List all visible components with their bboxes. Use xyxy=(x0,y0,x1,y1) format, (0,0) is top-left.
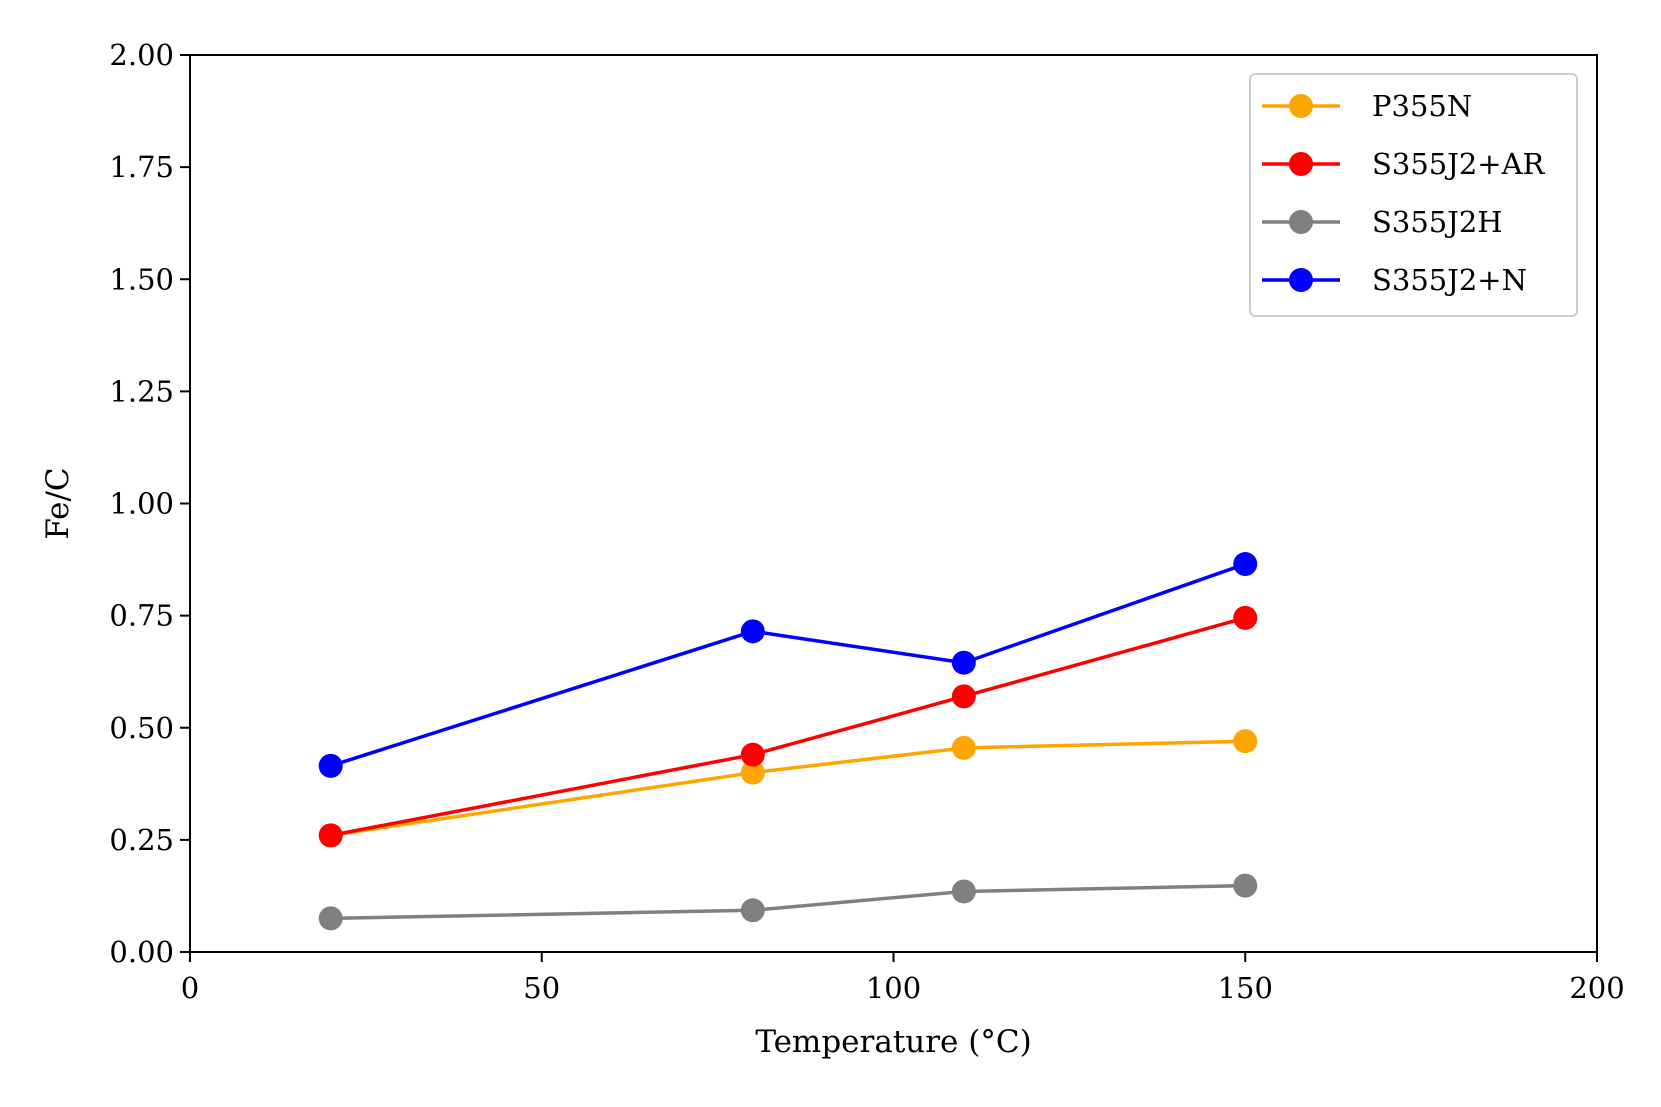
series-line xyxy=(330,739,1246,838)
y-tick-label: 0.00 xyxy=(109,935,174,969)
x-axis-title: Temperature (°C) xyxy=(755,1024,1031,1060)
data-point xyxy=(1233,873,1258,898)
data-point xyxy=(951,879,976,904)
y-tick-label: 1.00 xyxy=(109,487,174,521)
data-point xyxy=(318,753,343,778)
y-tick-label: 1.25 xyxy=(109,374,174,408)
legend-label: S355J2+N xyxy=(1372,263,1527,297)
y-tick-label: 1.75 xyxy=(109,150,174,184)
x-tick-label: 200 xyxy=(1569,971,1624,1005)
legend-label: P355N xyxy=(1372,89,1472,123)
series-line xyxy=(330,562,1246,768)
data-point xyxy=(740,619,765,644)
legend-entry: S355J2+AR xyxy=(1262,147,1546,181)
data-point xyxy=(740,760,765,785)
data-point xyxy=(740,898,765,923)
series-p355n xyxy=(318,729,1258,848)
legend-entry: S355J2H xyxy=(1262,205,1503,239)
data-point xyxy=(318,906,343,931)
series-layer xyxy=(318,552,1258,931)
data-point xyxy=(1233,605,1258,630)
series-s355j2-ar xyxy=(318,605,1258,848)
x-tick-label: 150 xyxy=(1218,971,1273,1005)
legend-marker xyxy=(1289,152,1313,176)
y-tick-label: 1.50 xyxy=(109,262,174,296)
series-line xyxy=(330,616,1246,838)
y-tick-label: 0.25 xyxy=(109,823,174,857)
legend-entry: S355J2+N xyxy=(1262,263,1527,297)
data-point xyxy=(1233,729,1258,754)
legend-marker xyxy=(1289,268,1313,292)
data-point xyxy=(740,742,765,767)
legend: P355N S355J2+AR S355J2H S355J2+N xyxy=(1249,73,1578,317)
legend-label: S355J2+AR xyxy=(1372,147,1546,181)
y-tick-label: 0.50 xyxy=(109,711,174,745)
legend-marker xyxy=(1289,94,1313,118)
data-point xyxy=(951,650,976,675)
legend-frame xyxy=(1249,73,1578,317)
x-tick-label: 50 xyxy=(523,971,560,1005)
y-axis-title: Fe/C xyxy=(40,467,76,539)
legend-entry: P355N xyxy=(1262,89,1472,123)
data-point xyxy=(951,684,976,709)
series-line xyxy=(330,883,1246,921)
axes-layer: 0 50 100 150 200 0.00 0.25 0.50 0.75 1.00 1.25 1.50… xyxy=(109,38,1624,1005)
x-tick-label: 100 xyxy=(866,971,921,1005)
x-tick-label: 0 xyxy=(181,971,199,1005)
legend-marker xyxy=(1289,210,1313,234)
data-point xyxy=(318,823,343,848)
legend-label: S355J2H xyxy=(1372,205,1503,239)
y-tick-label: 2.00 xyxy=(109,38,174,72)
data-point xyxy=(951,735,976,760)
y-tick-label: 0.75 xyxy=(109,599,174,633)
data-point xyxy=(1233,552,1258,577)
series-s355j2h xyxy=(318,873,1258,931)
series-s355j2-n xyxy=(318,552,1258,778)
